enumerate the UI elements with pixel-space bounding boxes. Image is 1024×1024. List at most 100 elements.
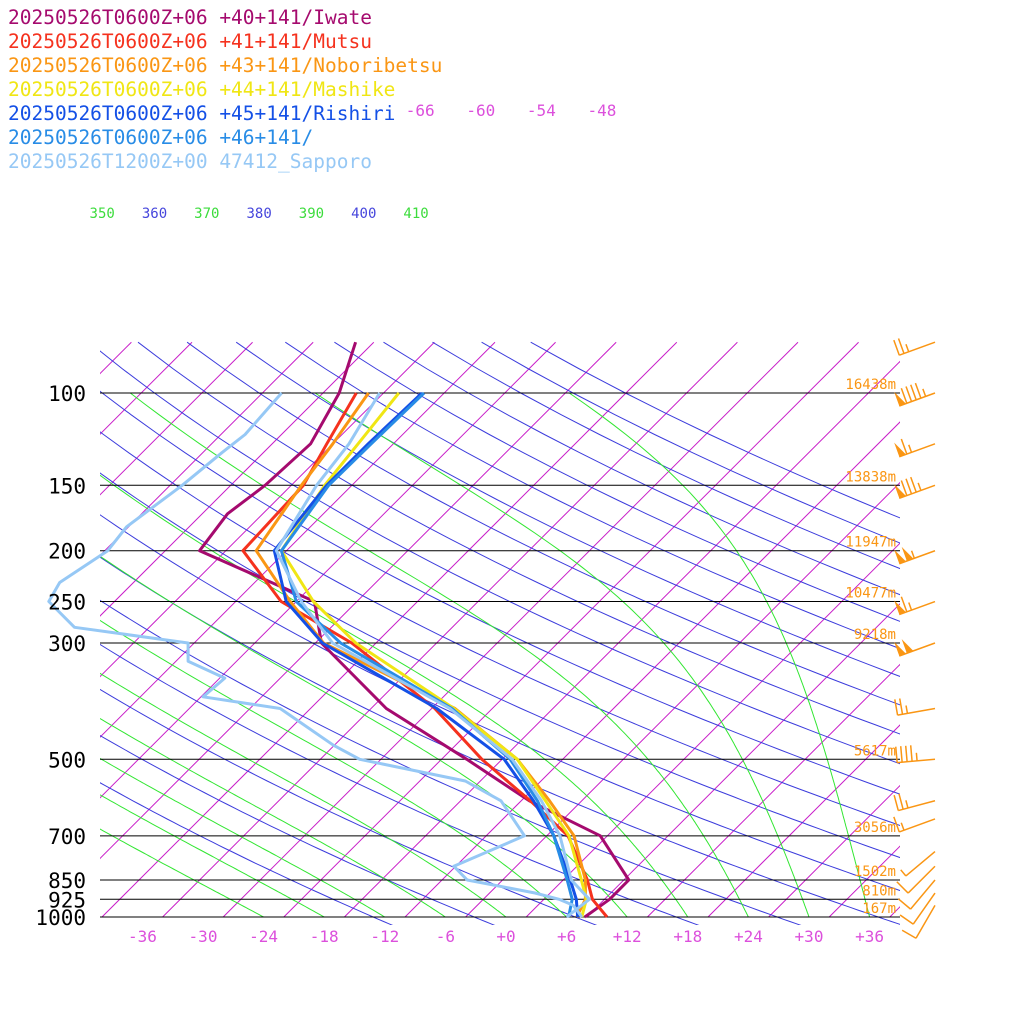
isobar-lines: [100, 392, 900, 918]
temperature-tick-label: -6: [436, 927, 455, 946]
temperature-tick-label: -30: [189, 927, 218, 946]
isotherm-line: [162, 341, 738, 918]
dry-adiabat-line: [383, 341, 900, 596]
pressure-label: 850: [48, 869, 86, 893]
temperature-tick-label: +6: [557, 927, 576, 946]
wind-barb: [894, 546, 936, 565]
height-label: 3056m: [854, 820, 896, 836]
isotherm-line: [889, 906, 900, 918]
wind-barb: [894, 698, 936, 716]
height-label: 167m: [862, 901, 896, 917]
wind-barb: [897, 879, 936, 910]
upper-temperature-label: -48: [588, 101, 617, 120]
wind-barb: [894, 639, 936, 657]
dry-adiabat-line: [100, 599, 802, 925]
dry-adiabat-line: [285, 341, 900, 650]
isotherm-line: [525, 542, 900, 918]
isotherm-grid: [0, 341, 1024, 918]
dry-adiabat-line: [100, 734, 496, 925]
isotherm-line: [100, 341, 314, 557]
dry-adiabat-line: [100, 782, 394, 925]
moist-adiabat-line: [100, 757, 386, 918]
isotherm-line: [404, 421, 900, 918]
theta-label: 390: [299, 206, 324, 222]
isotherm-line: [344, 360, 900, 918]
isotherm-line: [586, 603, 900, 918]
height-label: 13838m: [845, 469, 896, 485]
dry-adiabat-line: [100, 350, 900, 765]
isotherm-line: [0, 342, 10, 917]
wind-barb: [895, 745, 936, 764]
moist-adiabat-line: [100, 717, 446, 918]
upper-temperature-label: -54: [527, 101, 556, 120]
pressure-label: 500: [48, 748, 86, 772]
pressure-label: 250: [48, 591, 86, 615]
dry-adiabat-line: [137, 341, 900, 735]
theta-label: 360: [142, 206, 167, 222]
upper-temperature-label: -66: [406, 101, 435, 120]
moist-adiabat-line: [100, 794, 325, 918]
wind-barb: [899, 892, 936, 925]
isotherm-line: [222, 341, 799, 918]
temperature-tick-label: -12: [370, 927, 399, 946]
theta-label: 380: [246, 206, 271, 222]
sounding-profiles: [47, 341, 631, 919]
wind-barb: [893, 816, 936, 833]
isotherm-line: [100, 341, 556, 799]
isotherm-line: [101, 341, 678, 918]
wind-barb: [894, 438, 936, 458]
pressure-label: 150: [48, 474, 86, 498]
moist-adiabat-lines: [100, 392, 871, 918]
dry-adiabat-line: [100, 431, 900, 827]
isotherm-line: [283, 341, 859, 918]
pressure-label: 925: [48, 888, 86, 912]
pressure-label: 1000: [35, 906, 86, 930]
wind-barb: [894, 382, 936, 407]
temperature-tick-label: -36: [128, 927, 157, 946]
height-label: 1502m: [854, 864, 896, 880]
height-label: 9218m: [854, 627, 896, 643]
wind-barb: [893, 338, 936, 356]
isotherm-line: [100, 341, 253, 496]
dry-adiabat-line: [432, 341, 900, 570]
axis-labels: 100 16438m 150 13838m 200 11947m 250 10477m 300 9…: [35, 101, 896, 946]
moist-adiabat-line: [100, 672, 507, 918]
isotherm-line: [707, 724, 900, 918]
temperature-tick-label: +18: [673, 927, 702, 946]
pressure-label: 100: [48, 382, 86, 406]
isotherm-line: [647, 663, 900, 918]
dry-adiabat-line: [481, 341, 900, 544]
dry-adiabat-line: [100, 643, 700, 925]
isotherm-line: [465, 481, 900, 918]
wind-barb: [900, 850, 936, 877]
height-label: 5617m: [854, 743, 896, 759]
pressure-label: 700: [48, 825, 86, 849]
height-label: 810m: [862, 883, 896, 899]
isotherm-line: [100, 341, 375, 617]
isotherm-line: [100, 341, 496, 738]
legend-item: 20250526T0600Z+06 +40+141/Iwate: [8, 6, 372, 29]
isotherm-line: [950, 342, 1024, 917]
dry-adiabat-line: [100, 688, 598, 925]
wind-barb: [893, 793, 936, 812]
sounding-line: [47, 392, 584, 918]
moist-adiabat-line: [569, 392, 871, 918]
moist-adiabat-line: [100, 828, 264, 918]
legend-item: 20250526T1200Z+00 47412_Sapporo: [8, 150, 372, 173]
temperature-tick-label: -18: [310, 927, 339, 946]
temperature-tick-label: +0: [496, 927, 515, 946]
height-label: 11947m: [845, 535, 896, 551]
legend-item: 20250526T0600Z+06 +41+141/Mutsu: [8, 30, 372, 53]
isotherm-line: [768, 784, 900, 918]
dry-adiabat-line: [334, 341, 900, 622]
isotherm-line: [1011, 342, 1024, 917]
sounding-line: [274, 392, 591, 919]
legend-item: 20250526T0600Z+06 +46+141/: [8, 126, 314, 149]
theta-label: 350: [90, 206, 115, 222]
legend-item: 20250526T0600Z+06 +44+141/Mashike: [8, 78, 396, 101]
temperature-tick-label: +36: [855, 927, 884, 946]
dry-adiabat-line: [100, 472, 900, 859]
legend-item: 20250526T0600Z+06 +43+141/Noboribetsu: [8, 54, 443, 77]
wind-barb: [894, 596, 936, 616]
